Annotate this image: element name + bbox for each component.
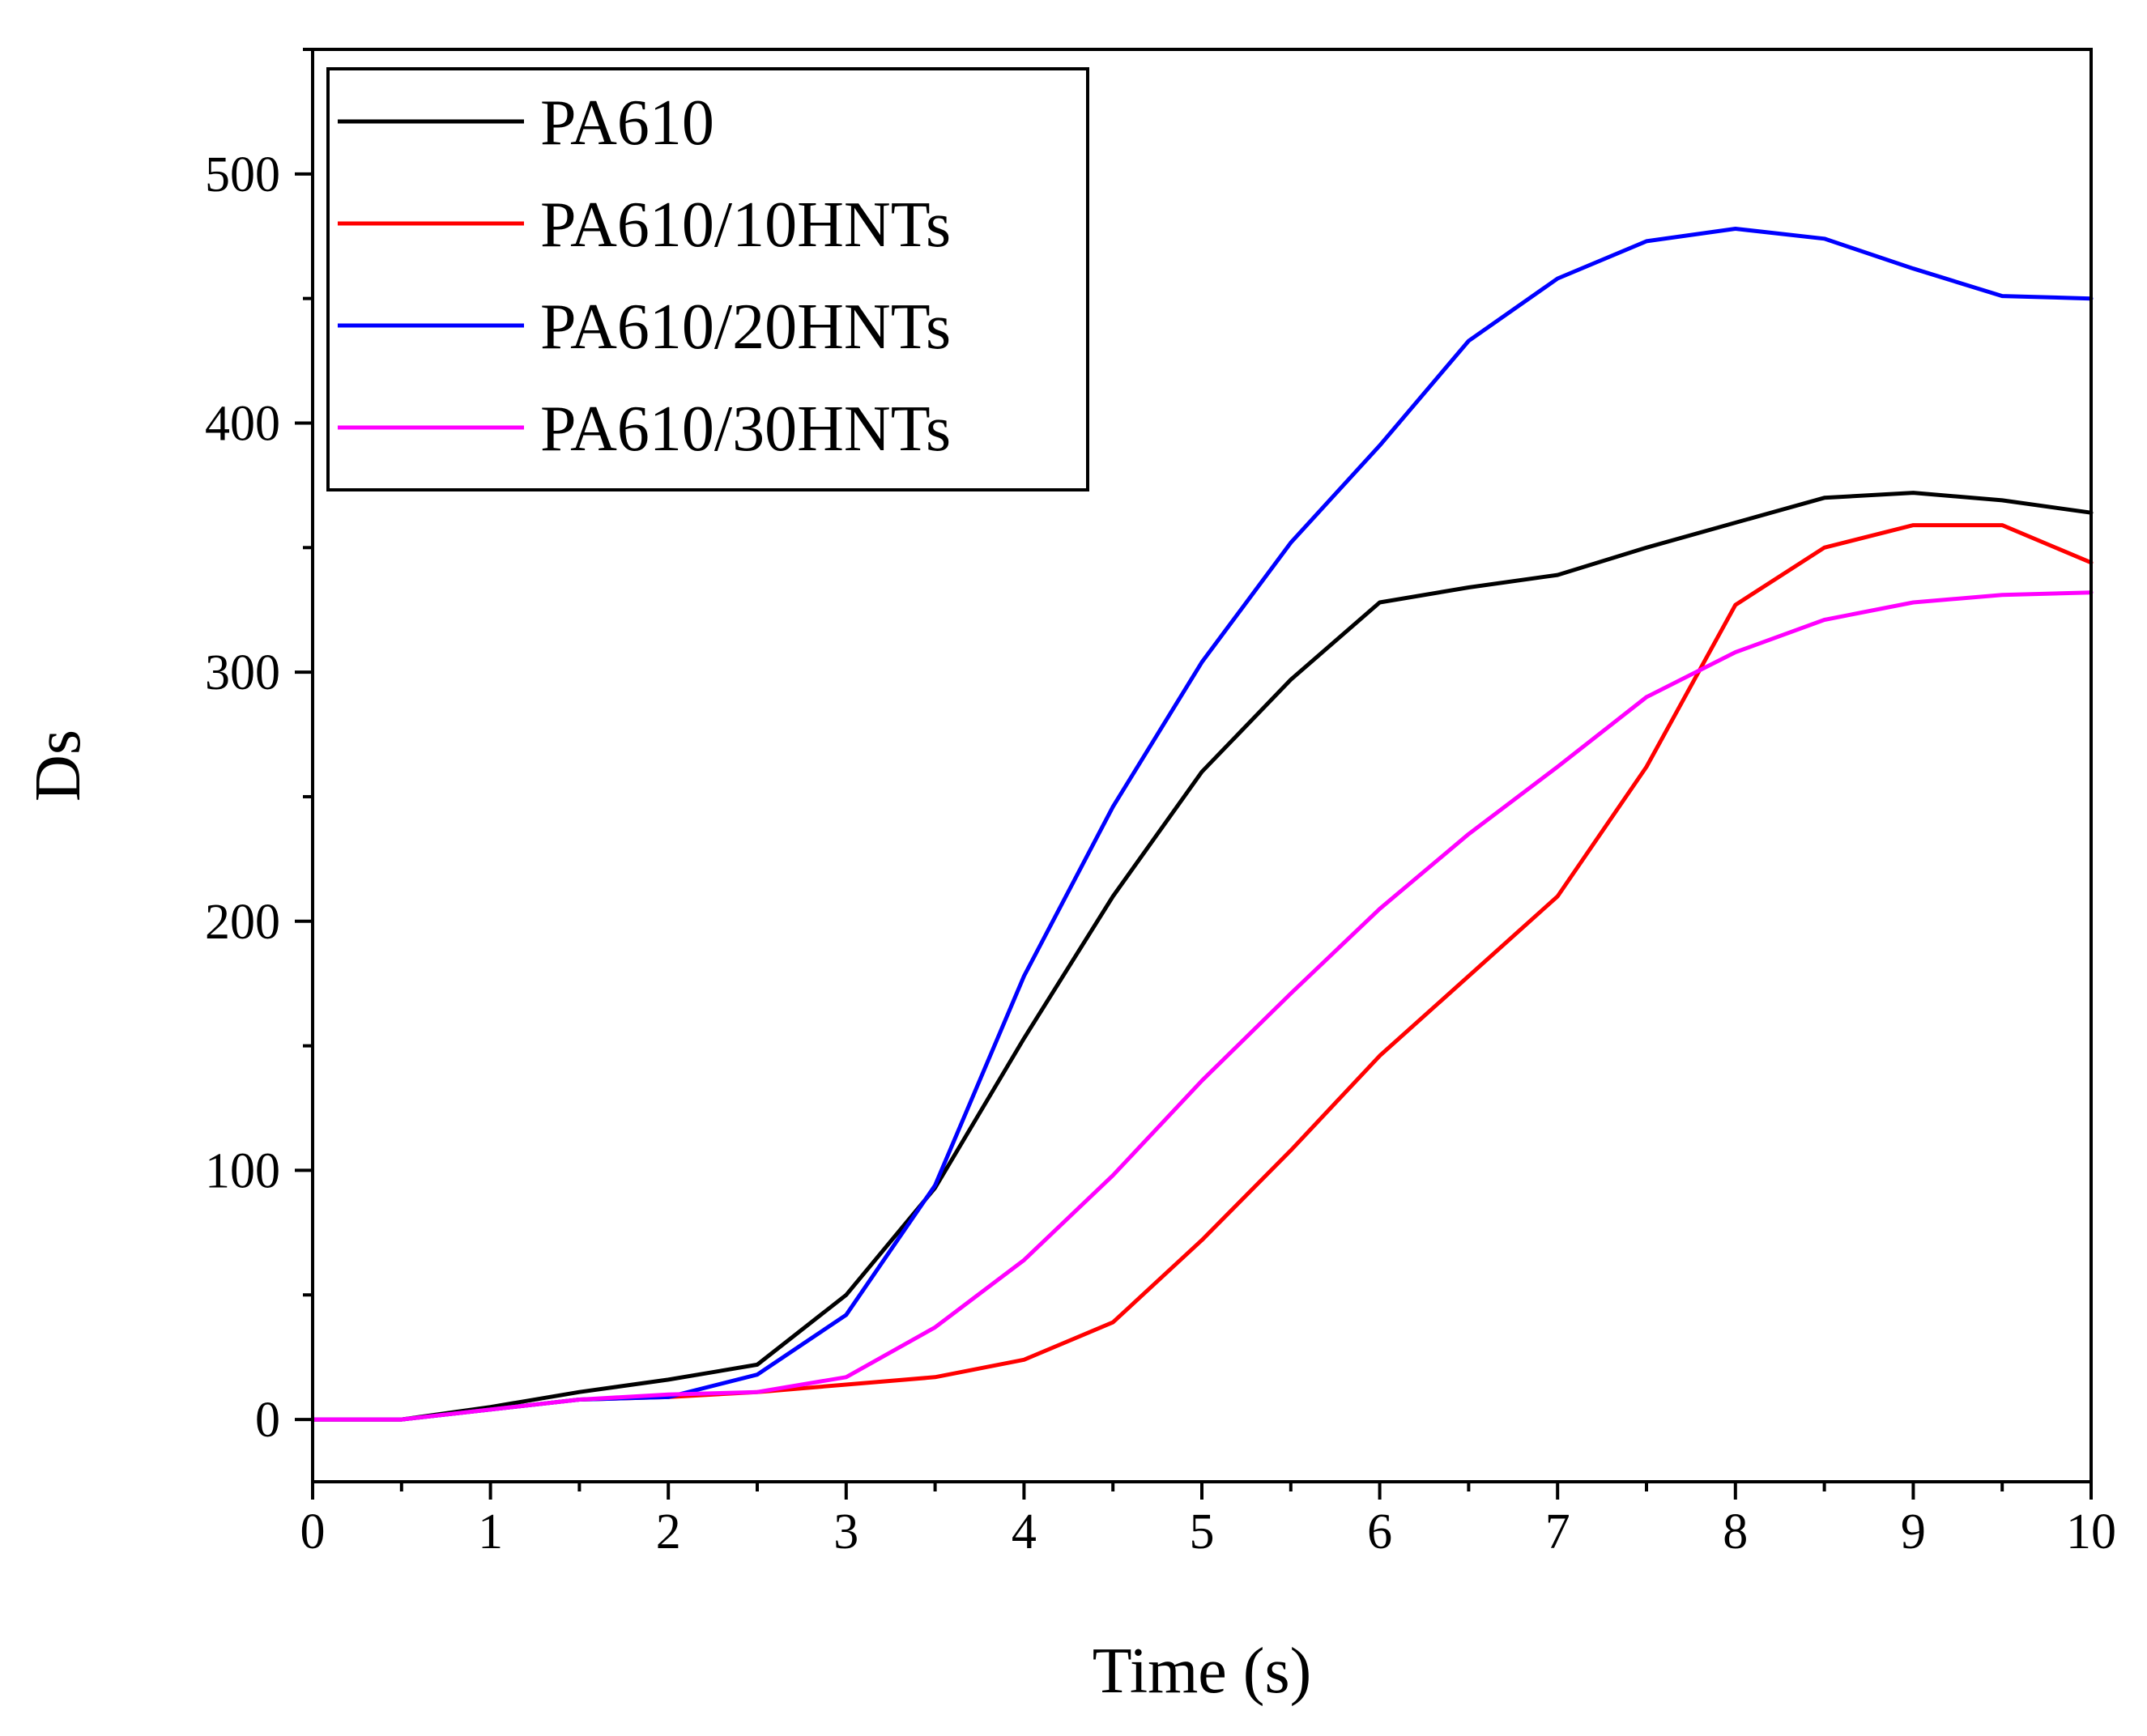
x-tick-label: 2: [656, 1504, 681, 1559]
x-tick-label: 8: [1723, 1504, 1748, 1559]
x-tick-label: 3: [833, 1504, 858, 1559]
y-axis: 0 100 200 300 400 500: [205, 48, 313, 1448]
x-axis: 0 1 2 3 4 5 6 7 8 9 10: [300, 1482, 2116, 1559]
legend-label: PA610/30HNTs: [540, 394, 951, 465]
legend: PA610 PA610/10HNTs PA610/20HNTs PA610/30HNT…: [326, 67, 1089, 491]
series-line: [310, 590, 2094, 1422]
series-line: [310, 491, 2094, 1422]
x-tick-label: 7: [1545, 1504, 1570, 1559]
y-tick-label: 200: [205, 895, 280, 950]
x-tick-label: 5: [1190, 1504, 1215, 1559]
x-tick-label: 0: [300, 1504, 326, 1559]
legend-label: PA610/10HNTs: [540, 189, 951, 261]
legend-label: PA610: [540, 87, 714, 159]
x-axis-title: Time (s): [1093, 1636, 1311, 1707]
y-tick-label: 100: [205, 1143, 280, 1198]
series-layer: [310, 227, 2094, 1422]
x-tick-label: 1: [478, 1504, 503, 1559]
y-tick-label: 500: [205, 147, 280, 202]
y-axis-title: Ds: [23, 730, 94, 802]
x-tick-label: 6: [1367, 1504, 1392, 1559]
x-tick-label: 4: [1012, 1504, 1037, 1559]
y-tick-label: 300: [205, 645, 280, 700]
y-tick-label: 400: [205, 396, 280, 451]
x-tick-label: 10: [2066, 1504, 2116, 1559]
x-tick-label: 9: [1901, 1504, 1926, 1559]
legend-label: PA610/20HNTs: [540, 291, 951, 363]
legend-box: [326, 67, 1089, 491]
y-tick-label: 0: [255, 1393, 280, 1448]
